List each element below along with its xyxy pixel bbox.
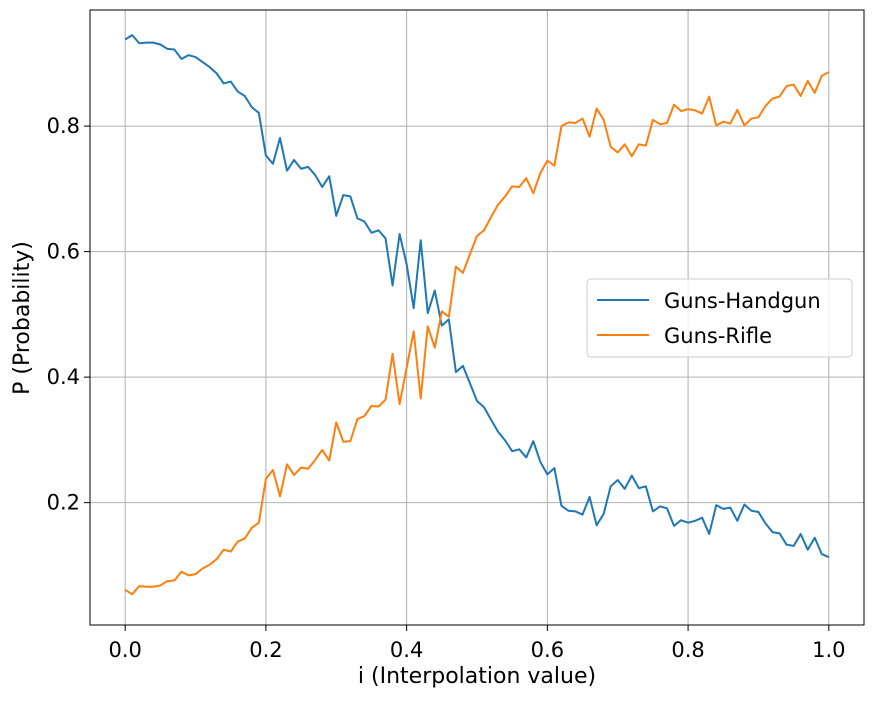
x-tick-label: 0.2: [249, 638, 282, 662]
x-axis: 0.0 0.2 0.4 0.6 0.8 1.0: [108, 625, 846, 662]
y-tick-label: 0.2: [47, 491, 80, 515]
y-tick-label: 0.8: [47, 114, 80, 138]
series-line-guns-rifle: [124, 71, 830, 596]
y-axis-label: P (Probability): [10, 241, 35, 395]
y-tick-label: 0.6: [47, 240, 80, 264]
y-tick-label: 0.4: [47, 365, 80, 389]
legend-label-guns-rifle: Guns-Rifle: [664, 324, 772, 348]
y-axis: 0.2 0.4 0.6 0.8: [47, 114, 90, 515]
plot-frame: [89, 9, 865, 626]
x-tick-label: 0.8: [671, 638, 704, 662]
x-tick-label: 0.0: [108, 638, 141, 662]
legend-box: [586, 278, 853, 358]
x-tick-label: 1.0: [812, 638, 845, 662]
series-line-guns-handgun: [124, 34, 830, 559]
legend-label-guns-handgun: Guns-Handgun: [664, 289, 821, 313]
x-tick-label: 0.6: [531, 638, 564, 662]
x-tick-label: 0.4: [390, 638, 423, 662]
x-axis-label: i (Interpolation value): [358, 664, 596, 689]
legend: Guns-Handgun Guns-Rifle: [586, 278, 853, 358]
series-lines: [124, 34, 830, 596]
